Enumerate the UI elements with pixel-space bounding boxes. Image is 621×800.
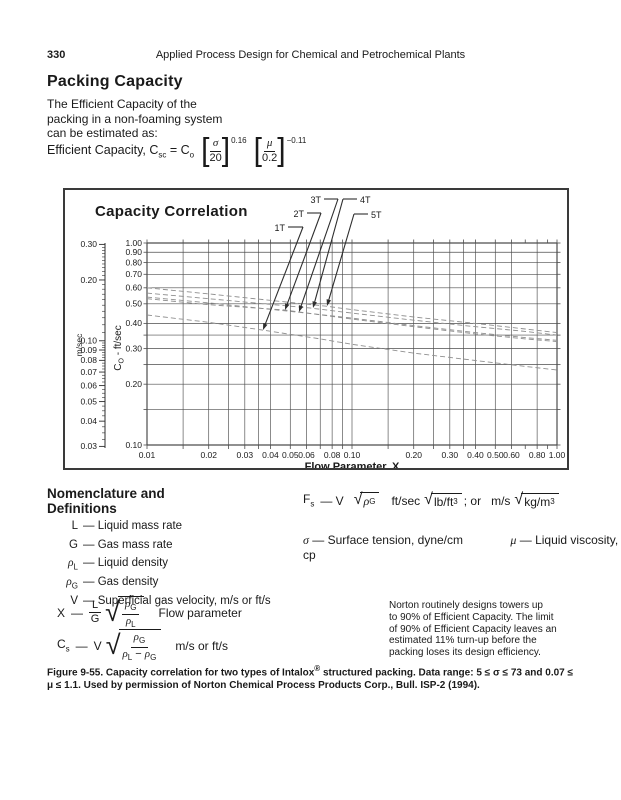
svg-text:0.05: 0.05 bbox=[282, 450, 299, 460]
svg-text:0.20: 0.20 bbox=[405, 450, 422, 460]
sqrt-sign: √ bbox=[424, 491, 433, 509]
sigma-over-20-fraction: σ 20 bbox=[209, 136, 222, 164]
svg-text:0.08: 0.08 bbox=[80, 355, 97, 365]
nomenclature-list: L — Liquid mass rate G — Gas mass rate ρL —… bbox=[52, 519, 271, 613]
svg-text:0.06: 0.06 bbox=[298, 450, 315, 460]
svg-text:Capacity Correlation: Capacity Correlation bbox=[95, 203, 248, 220]
svg-text:0.90: 0.90 bbox=[125, 247, 142, 257]
svg-text:0.03: 0.03 bbox=[237, 450, 254, 460]
svg-text:0.70: 0.70 bbox=[125, 269, 142, 279]
svg-text:0.10: 0.10 bbox=[125, 440, 142, 450]
sqrt-sign: √ bbox=[105, 629, 121, 660]
svg-text:m/sec: m/sec bbox=[74, 333, 84, 356]
left-bracket: [ bbox=[253, 132, 262, 169]
svg-text:0.30: 0.30 bbox=[125, 343, 142, 353]
svg-text:0.50: 0.50 bbox=[125, 299, 142, 309]
svg-text:0.60: 0.60 bbox=[503, 450, 520, 460]
sigma-mu-definitions: σ — Surface tension, dyne/cm μ — Liquid … bbox=[303, 533, 621, 562]
sigma-bracket-term: [ σ 20 ] 0.16 bbox=[201, 132, 247, 169]
svg-text:0.04: 0.04 bbox=[80, 416, 97, 426]
mu-definition: μ — Liquid viscosity, cp bbox=[303, 533, 619, 562]
svg-text:0.30: 0.30 bbox=[442, 450, 459, 460]
list-item: L — Liquid mass rate bbox=[71, 520, 183, 532]
mu-bracket-term: [ μ 0.2 ] −0.11 bbox=[253, 132, 307, 169]
sigma-definition: σ — Surface tension, dyne/cm bbox=[303, 533, 464, 547]
sqrt-sign: √ bbox=[353, 491, 363, 509]
formula-note: m/s or ft/s bbox=[175, 638, 228, 653]
intro-line: The Efficient Capacity of the bbox=[47, 97, 197, 111]
mu-over-02-fraction: μ 0.2 bbox=[261, 136, 278, 164]
svg-text:0.08: 0.08 bbox=[324, 450, 341, 460]
svg-text:5T: 5T bbox=[371, 210, 382, 220]
radical: √ ρ G bbox=[354, 492, 380, 509]
intro-paragraph: The Efficient Capacity of the packing in… bbox=[47, 97, 222, 141]
svg-text:0.40: 0.40 bbox=[467, 450, 484, 460]
formula-note: Flow parameter bbox=[158, 605, 242, 620]
running-head: 330 Applied Process Design for Chemical … bbox=[0, 49, 621, 63]
svg-text:2T: 2T bbox=[293, 209, 304, 219]
svg-text:Flow Parameter, X: Flow Parameter, X bbox=[305, 461, 400, 468]
radical: √ kg/m 3 bbox=[514, 491, 559, 509]
svg-text:0.50: 0.50 bbox=[487, 450, 504, 460]
svg-text:0.07: 0.07 bbox=[80, 367, 97, 377]
svg-text:0.20: 0.20 bbox=[125, 379, 142, 389]
left-bracket: [ bbox=[201, 132, 210, 169]
svg-text:0.01: 0.01 bbox=[139, 450, 156, 460]
exponent: −0.11 bbox=[286, 136, 307, 145]
page-number: 330 bbox=[47, 49, 66, 61]
sqrt-sign: √ bbox=[105, 596, 120, 627]
svg-text:4T: 4T bbox=[360, 195, 371, 205]
svg-text:0.05: 0.05 bbox=[80, 396, 97, 406]
svg-text:3T: 3T bbox=[310, 195, 321, 205]
svg-text:0.02: 0.02 bbox=[200, 450, 217, 460]
section-heading-packing-capacity: Packing Capacity bbox=[47, 73, 183, 90]
radical: √ ρG ρL − ρG bbox=[106, 629, 162, 662]
right-bracket: ] bbox=[277, 132, 286, 169]
svg-text:0.06: 0.06 bbox=[80, 380, 97, 390]
equation-lead: Efficient Capacity, Csc = Co bbox=[47, 142, 195, 160]
svg-text:0.09: 0.09 bbox=[80, 345, 97, 355]
intro-line: can be estimated as: bbox=[47, 126, 158, 140]
svg-text:1.00: 1.00 bbox=[125, 238, 142, 248]
list-item: ρG — Gas density bbox=[66, 576, 159, 591]
list-item: V — Superficial gas velocity, m/s or ft/s bbox=[70, 594, 271, 607]
figure-capacity-correlation: 1T 2T 3T 4T 5T 0.01 0.02 0.03 0.04 0.05 0.06 0.08 0.… bbox=[63, 188, 569, 473]
svg-text:0.40: 0.40 bbox=[125, 318, 142, 328]
list-item: ρL — Liquid density bbox=[68, 557, 169, 572]
running-title: Applied Process Design for Chemical and … bbox=[155, 49, 466, 61]
exponent: 0.16 bbox=[231, 136, 247, 145]
capacity-factor-formula: Cs — V √ ρG ρL − ρG m/s or ft/s bbox=[57, 629, 228, 662]
svg-text:1T: 1T bbox=[274, 223, 285, 233]
svg-text:1.00: 1.00 bbox=[549, 450, 566, 460]
figure-caption: Figure 9-55. Capacity correlation for tw… bbox=[47, 664, 574, 691]
radical: √ lb/ft 3 bbox=[424, 491, 462, 509]
svg-text:CO - ft/sec: CO - ft/sec bbox=[113, 325, 126, 370]
svg-text:0.20: 0.20 bbox=[80, 275, 97, 285]
svg-text:0.10: 0.10 bbox=[80, 336, 97, 346]
svg-text:0.30: 0.30 bbox=[80, 239, 97, 249]
right-bracket: ] bbox=[221, 132, 231, 169]
nomenclature-heading: Nomenclature and Definitions bbox=[47, 486, 165, 516]
list-item: G — Gas mass rate bbox=[69, 538, 173, 551]
norton-design-note: Norton routinely designs towers up to 90… bbox=[389, 600, 557, 659]
radical: √ ρG ρL bbox=[105, 596, 145, 629]
svg-text:0.60: 0.60 bbox=[125, 283, 142, 293]
efficient-capacity-equation: Efficient Capacity, Csc = Co [ σ 20 ] 0.1… bbox=[47, 130, 306, 172]
svg-text:0.03: 0.03 bbox=[80, 441, 97, 451]
svg-text:0.80: 0.80 bbox=[125, 257, 142, 267]
intro-line: packing in a non-foaming system bbox=[47, 111, 223, 126]
svg-text:0.10: 0.10 bbox=[344, 450, 361, 460]
svg-text:0.80: 0.80 bbox=[529, 450, 546, 460]
fs-definition: Fs — V √ ρ G ft/sec √ lb/ft 3 ; or m/s √ kg/m… bbox=[303, 492, 559, 509]
svg-text:0.04: 0.04 bbox=[262, 450, 279, 460]
sqrt-sign: √ bbox=[514, 491, 524, 509]
